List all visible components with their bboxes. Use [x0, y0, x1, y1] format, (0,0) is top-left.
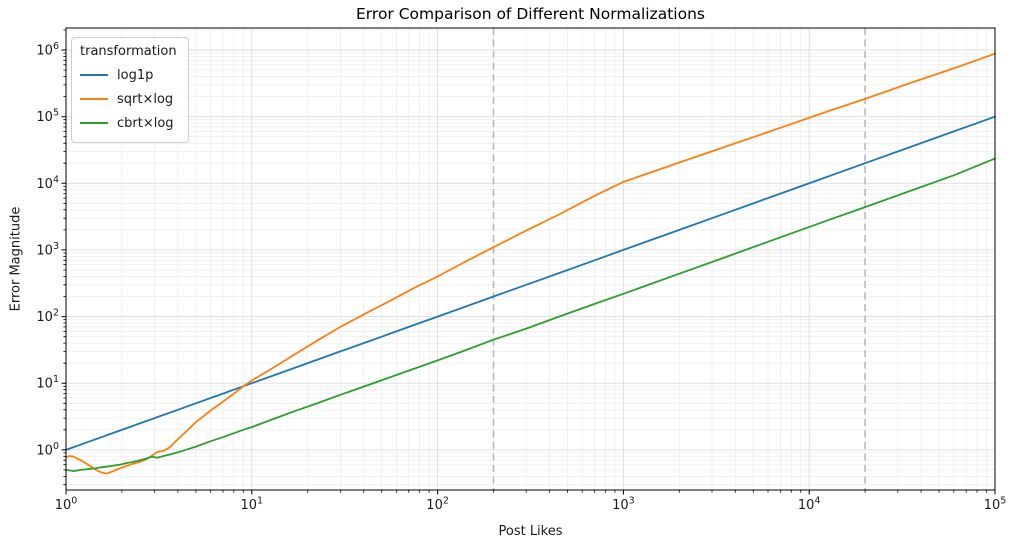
legend-line-swatch	[80, 73, 108, 77]
minor-ticks	[63, 29, 987, 493]
tick-label: 101	[241, 496, 264, 514]
legend-line-swatch	[80, 121, 108, 125]
tick-label: 105	[984, 496, 1007, 514]
tick-label: 104	[798, 496, 821, 514]
legend-item-label: sqrt×log	[117, 91, 174, 107]
legend-items: log1p sqrt×log cbrt×log	[80, 63, 180, 135]
legend-item-sqrt-log: sqrt×log	[80, 87, 180, 111]
legend-title: transformation	[80, 44, 177, 59]
series-line-cbrt-log	[65, 157, 996, 473]
series-line-log1p	[65, 115, 996, 451]
tick-label: 103	[612, 496, 635, 514]
axes-frame	[65, 27, 996, 491]
legend: transformation log1p sqrt×log cbrt×log	[71, 37, 189, 143]
tick-label: 100	[55, 496, 78, 514]
major-ticks	[61, 49, 996, 495]
grid-major	[65, 28, 996, 490]
tick-label: 101	[36, 374, 59, 392]
chart-title: Error Comparison of Different Normalizat…	[356, 5, 705, 23]
legend-line-swatch	[80, 97, 108, 101]
legend-item-log1p: log1p	[80, 63, 180, 87]
x-axis-label: Post Likes	[498, 524, 563, 539]
tick-label: 105	[36, 108, 59, 126]
tick-label: 104	[36, 174, 59, 192]
tick-label: 100	[36, 441, 59, 459]
tick-label: 106	[36, 41, 59, 59]
series-line-sqrt-log	[65, 52, 996, 475]
y-axis-label: Error Magnitude	[8, 206, 24, 312]
grid-minor	[66, 28, 995, 490]
tick-label: 102	[36, 308, 59, 326]
tick-label: 103	[36, 241, 59, 259]
legend-item-label: log1p	[117, 67, 154, 83]
legend-item-cbrt-log: cbrt×log	[80, 111, 180, 135]
legend-item-label: cbrt×log	[117, 115, 174, 131]
tick-label: 102	[426, 496, 449, 514]
